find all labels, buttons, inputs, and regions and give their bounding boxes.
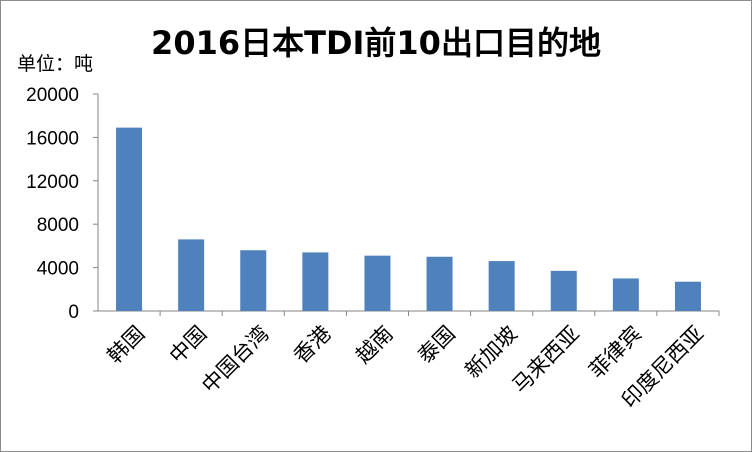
bar	[178, 239, 205, 311]
bar	[302, 252, 329, 311]
bar	[240, 250, 267, 311]
x-category-label: 泰国	[413, 321, 460, 368]
bar	[116, 127, 143, 311]
x-category-label: 越南	[351, 321, 398, 368]
y-tick-label: 16000	[26, 128, 79, 149]
x-category-label: 菲律宾	[585, 321, 647, 383]
bar	[550, 270, 577, 311]
y-tick-label: 0	[68, 302, 79, 323]
unit-label: 单位：吨	[17, 53, 93, 75]
x-category-label: 马来西亚	[508, 321, 584, 397]
x-category-label: 中国	[165, 321, 212, 368]
y-tick-label: 8000	[37, 215, 79, 236]
y-axis-ticks: 0 4000 8000 12000 16000 20000	[26, 85, 98, 323]
x-category-label: 新加坡	[460, 321, 522, 383]
bars	[116, 127, 720, 316]
x-category-label: 韩国	[103, 321, 150, 368]
chart-title: 2016日本TDI前10出口目的地	[151, 24, 601, 62]
bar	[488, 261, 515, 311]
bar	[674, 281, 701, 311]
y-tick-label: 12000	[26, 172, 79, 193]
bar	[364, 255, 391, 311]
y-tick-label: 20000	[26, 85, 79, 106]
bar	[612, 278, 639, 311]
bar	[426, 256, 453, 311]
y-tick-label: 4000	[37, 259, 79, 280]
x-category-label: 香港	[289, 321, 336, 368]
x-category-label: 中国台湾	[197, 321, 273, 397]
